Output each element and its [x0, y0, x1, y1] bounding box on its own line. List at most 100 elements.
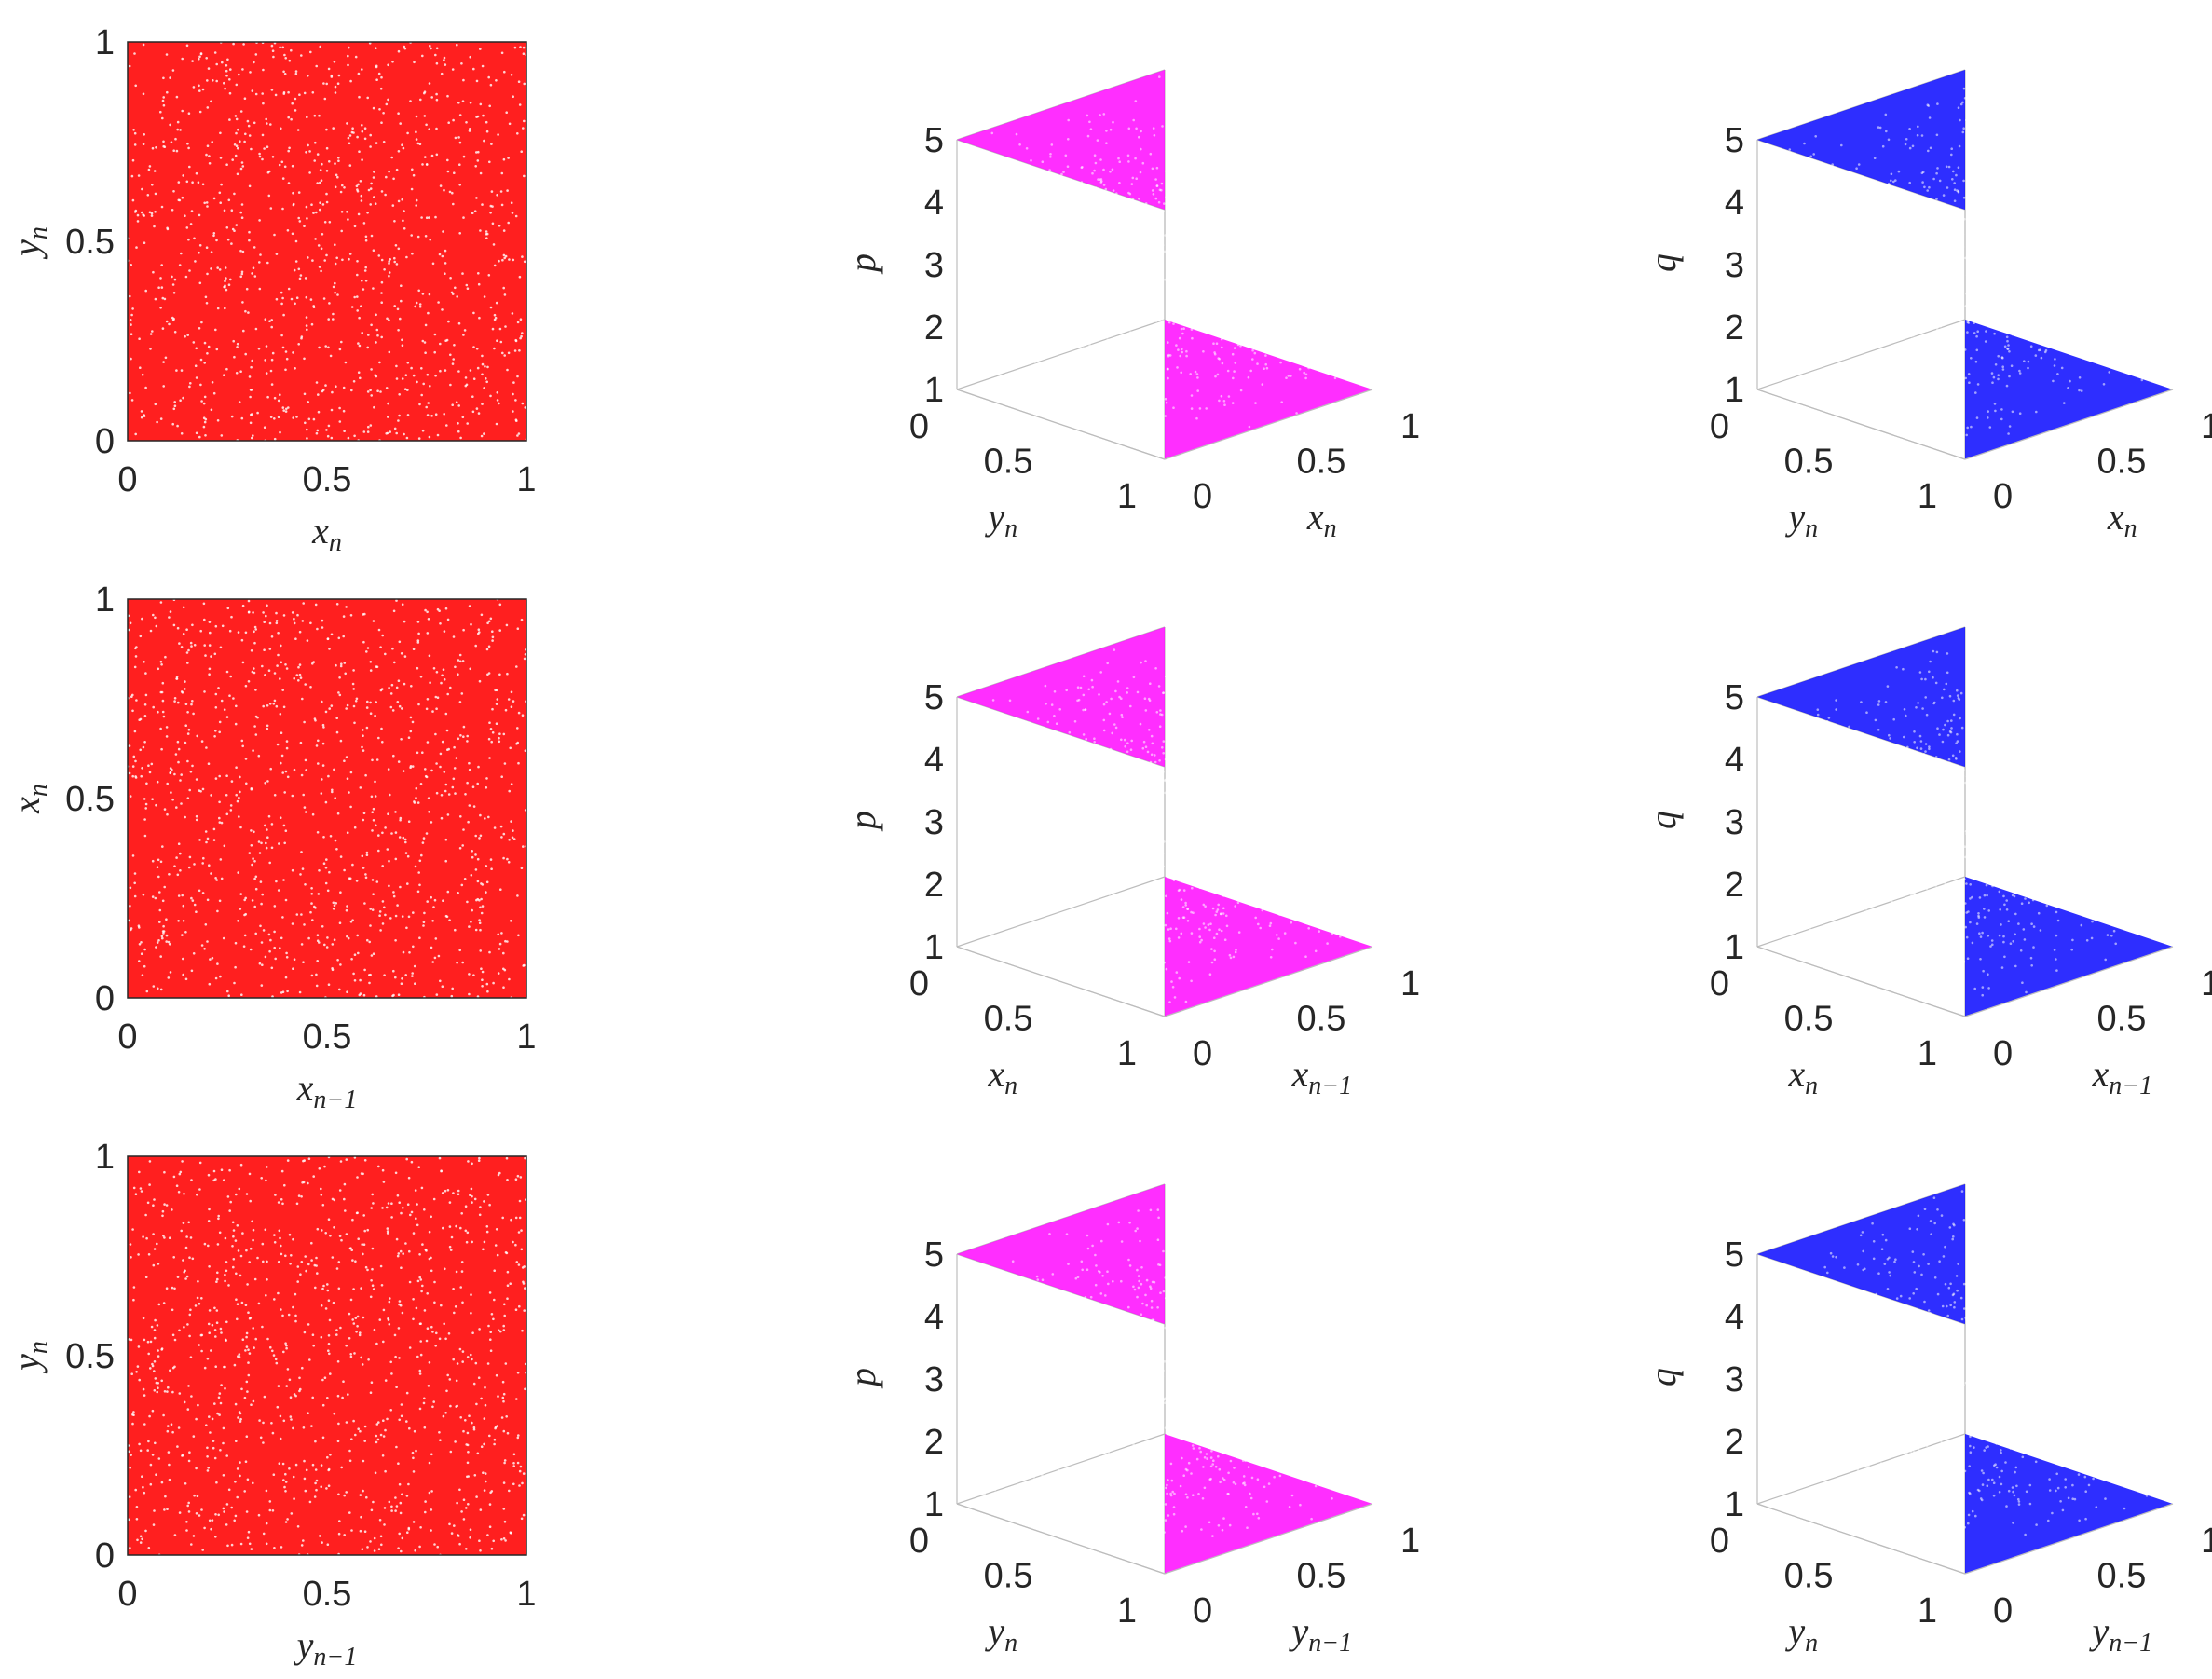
data-gap [1112, 903, 1114, 906]
data-gap [1136, 221, 1140, 225]
data-gap [496, 391, 499, 394]
data-gap [1098, 288, 1101, 291]
data-gap [486, 1534, 489, 1536]
data-gap [1321, 892, 1325, 894]
data-gap [356, 273, 359, 277]
y-axis-label-main: y [6, 239, 48, 260]
data-gap [224, 87, 226, 90]
data-gap [424, 1500, 427, 1503]
data-gap [418, 1372, 422, 1375]
data-gap [1007, 183, 1011, 186]
data-gap [265, 841, 267, 845]
data-gap [254, 875, 258, 879]
data-gap [1298, 367, 1302, 371]
data-gap [1119, 223, 1122, 226]
data-gap [325, 200, 329, 204]
data-gap [418, 1545, 421, 1549]
data-gap [519, 46, 522, 48]
data-gap [185, 651, 189, 654]
data-gap [210, 1527, 212, 1531]
data-gap [180, 773, 183, 776]
data-gap [349, 79, 352, 83]
data-gap [498, 225, 501, 227]
data-gap [352, 1419, 355, 1423]
data-gap [144, 693, 148, 697]
data-gap [129, 886, 132, 890]
data-gap [280, 1169, 284, 1173]
data-gap [142, 745, 145, 749]
data-gap [1167, 367, 1169, 371]
data-gap [380, 258, 384, 262]
data-gap [483, 295, 486, 298]
data-gap [210, 794, 212, 797]
data-gap [152, 1204, 155, 1207]
data-gap [177, 894, 181, 897]
data-gap [363, 1530, 367, 1533]
data-gap [268, 861, 272, 865]
data-gap [201, 862, 204, 865]
data-gap [466, 287, 470, 291]
data-gap [469, 667, 472, 671]
data-gap [1012, 196, 1015, 199]
data-gap [1357, 180, 1360, 184]
data-gap [343, 430, 346, 433]
data-gap [1225, 924, 1229, 928]
data-gap [282, 1350, 285, 1354]
data-gap [241, 1338, 245, 1341]
data-gap [1124, 818, 1127, 822]
data-gap [1208, 147, 1211, 150]
data-gap [1095, 231, 1099, 235]
data-gap [381, 900, 385, 903]
data-gap [455, 1379, 458, 1383]
data-gap [380, 1284, 384, 1287]
data-gap [214, 777, 218, 780]
data-gap [366, 700, 369, 703]
data-gap [1278, 785, 1281, 787]
data-gap [426, 632, 430, 635]
data-gap [364, 773, 367, 777]
data-gap [180, 369, 184, 372]
x-axis-label-main: x [311, 510, 329, 552]
data-gap [489, 1349, 493, 1352]
data-gap [262, 611, 265, 614]
data-gap [1278, 209, 1282, 212]
data-gap [182, 633, 185, 635]
data-gap [444, 859, 448, 863]
data-gap [1192, 280, 1195, 284]
data-gap [421, 1284, 424, 1288]
data-gap [139, 366, 142, 370]
x-axis-label-subscript: n−1 [313, 1643, 357, 1672]
data-gap [248, 1542, 252, 1546]
data-gap [138, 960, 141, 962]
data-gap [265, 372, 268, 375]
data-gap [128, 1495, 131, 1498]
data-gap [295, 1202, 299, 1206]
data-gap [220, 183, 223, 186]
data-gap [443, 1322, 446, 1326]
data-gap [1127, 315, 1131, 319]
data-gap [1124, 765, 1126, 769]
data-gap [177, 198, 181, 202]
data-gap [303, 91, 307, 95]
data-gap [1029, 302, 1031, 306]
data-gap [310, 203, 313, 206]
data-gap [175, 149, 179, 153]
data-gap [275, 1361, 279, 1365]
data-gap [1086, 852, 1090, 854]
data-gap [1326, 942, 1329, 945]
data-gap [1185, 269, 1189, 272]
y-axis-label: yn [6, 1341, 53, 1374]
data-gap [1063, 863, 1067, 867]
data-gap [249, 389, 253, 391]
data-gap [331, 943, 335, 946]
data-gap [1223, 306, 1226, 308]
data-gap [175, 806, 178, 809]
data-gap [1319, 365, 1323, 368]
data-gap [362, 430, 366, 433]
data-gap [460, 883, 464, 887]
data-gap [306, 639, 309, 642]
data-gap [441, 254, 444, 258]
data-gap [508, 258, 511, 261]
data-gap [350, 1529, 353, 1532]
data-gap [250, 829, 253, 832]
